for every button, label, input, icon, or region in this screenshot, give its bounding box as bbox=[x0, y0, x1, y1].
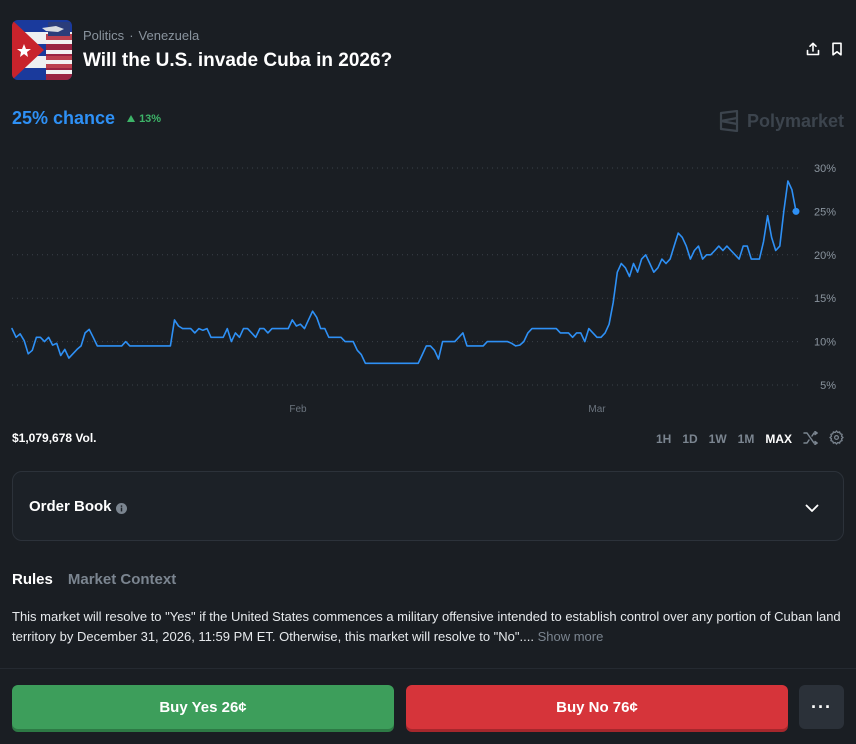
y-tick-label: 5% bbox=[820, 380, 836, 392]
shuffle-icon[interactable] bbox=[803, 430, 818, 448]
chart-y-ticks: 30% 25% 20% 15% 10% 5% bbox=[814, 163, 836, 392]
range-1d[interactable]: 1D bbox=[682, 432, 698, 446]
time-range-selector: 1H 1D 1W 1M MAX bbox=[656, 430, 844, 448]
buy-yes-button[interactable]: Buy Yes 26¢ bbox=[12, 685, 394, 729]
y-tick-label: 25% bbox=[814, 206, 836, 218]
more-options-button[interactable]: ··· bbox=[799, 685, 844, 729]
brand-watermark: Polymarket bbox=[719, 110, 844, 132]
show-more-link[interactable]: Show more bbox=[537, 629, 604, 644]
y-tick-label: 30% bbox=[814, 163, 836, 175]
rules-description: This market will resolve to "Yes" if the… bbox=[12, 607, 844, 647]
share-icon[interactable] bbox=[806, 42, 820, 56]
volume-label: $1,079,678 Vol. bbox=[12, 431, 97, 445]
x-tick-label: Feb bbox=[289, 404, 307, 415]
settings-gear-icon[interactable] bbox=[829, 430, 844, 448]
y-tick-label: 15% bbox=[814, 293, 836, 305]
brand-name: Polymarket bbox=[746, 110, 844, 131]
header-actions bbox=[806, 42, 844, 56]
range-1w[interactable]: 1W bbox=[708, 432, 727, 446]
range-1m[interactable]: 1M bbox=[737, 432, 755, 446]
market-thumbnail[interactable] bbox=[12, 20, 72, 80]
chevron-down-icon[interactable] bbox=[805, 500, 819, 518]
arrow-up-icon bbox=[127, 115, 136, 122]
category-link[interactable]: Politics bbox=[83, 28, 125, 43]
rules-text: This market will resolve to "Yes" if the… bbox=[12, 609, 841, 644]
bookmark-icon[interactable] bbox=[830, 42, 844, 56]
chart-grid bbox=[12, 167, 800, 386]
range-max[interactable]: MAX bbox=[765, 432, 792, 446]
divider bbox=[0, 668, 856, 669]
chance-change-value: 13% bbox=[139, 112, 162, 125]
x-tick-label: Mar bbox=[588, 404, 606, 415]
chance-row: 25% chance 13% bbox=[12, 108, 161, 129]
market-header: Politics · Venezuela Will the U.S. invade … bbox=[12, 20, 844, 82]
breadcrumb: Politics · Venezuela bbox=[83, 28, 199, 43]
chart-x-ticks: Feb Mar bbox=[289, 404, 606, 415]
tab-market-context[interactable]: Market Context bbox=[67, 571, 177, 588]
polymarket-logo-icon bbox=[719, 110, 739, 132]
chance-change: 13% bbox=[127, 113, 161, 125]
y-tick-label: 10% bbox=[814, 337, 836, 349]
price-chart[interactable]: 30% 25% 20% 15% 10% 5% Feb Mar bbox=[0, 150, 856, 425]
buy-no-button[interactable]: Buy No 76¢ bbox=[406, 685, 788, 729]
order-book-label: Order Book bbox=[29, 498, 112, 515]
info-tabs: Rules Market Context bbox=[12, 571, 176, 588]
subcategory-link[interactable]: Venezuela bbox=[138, 28, 200, 43]
market-title: Will the U.S. invade Cuba in 2026? bbox=[83, 50, 393, 71]
chance-label: 25% chance bbox=[12, 108, 116, 128]
chart-series-line bbox=[11, 180, 797, 365]
order-book-panel[interactable]: Order Book bbox=[12, 471, 844, 541]
tab-rules[interactable]: Rules bbox=[12, 571, 53, 588]
chart-current-point bbox=[792, 207, 800, 215]
info-icon[interactable] bbox=[116, 501, 127, 519]
y-tick-label: 20% bbox=[814, 250, 836, 262]
range-1h[interactable]: 1H bbox=[655, 432, 672, 446]
breadcrumb-separator: · bbox=[129, 28, 134, 43]
